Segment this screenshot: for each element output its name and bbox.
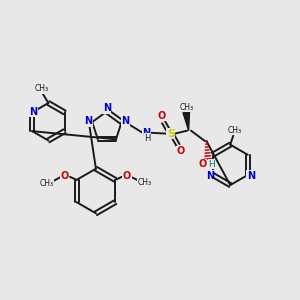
Text: O: O bbox=[61, 171, 69, 181]
Text: N: N bbox=[103, 103, 111, 113]
Text: N: N bbox=[206, 171, 214, 181]
Text: H: H bbox=[208, 160, 215, 169]
Text: N: N bbox=[142, 128, 151, 138]
Text: H: H bbox=[144, 134, 151, 142]
Text: CH₃: CH₃ bbox=[40, 179, 54, 188]
Text: N: N bbox=[85, 116, 93, 126]
Text: N: N bbox=[247, 171, 255, 181]
Text: O: O bbox=[123, 171, 131, 181]
Text: O: O bbox=[157, 111, 165, 121]
Text: CH₃: CH₃ bbox=[228, 126, 242, 135]
Text: CH₃: CH₃ bbox=[137, 178, 152, 187]
Text: O: O bbox=[176, 146, 184, 157]
Text: N: N bbox=[30, 106, 38, 116]
Text: N: N bbox=[121, 116, 129, 126]
Polygon shape bbox=[183, 112, 190, 131]
Text: S: S bbox=[167, 129, 175, 139]
Text: CH₃: CH₃ bbox=[180, 103, 194, 112]
Text: CH₃: CH₃ bbox=[34, 84, 49, 93]
Text: O: O bbox=[199, 159, 207, 169]
